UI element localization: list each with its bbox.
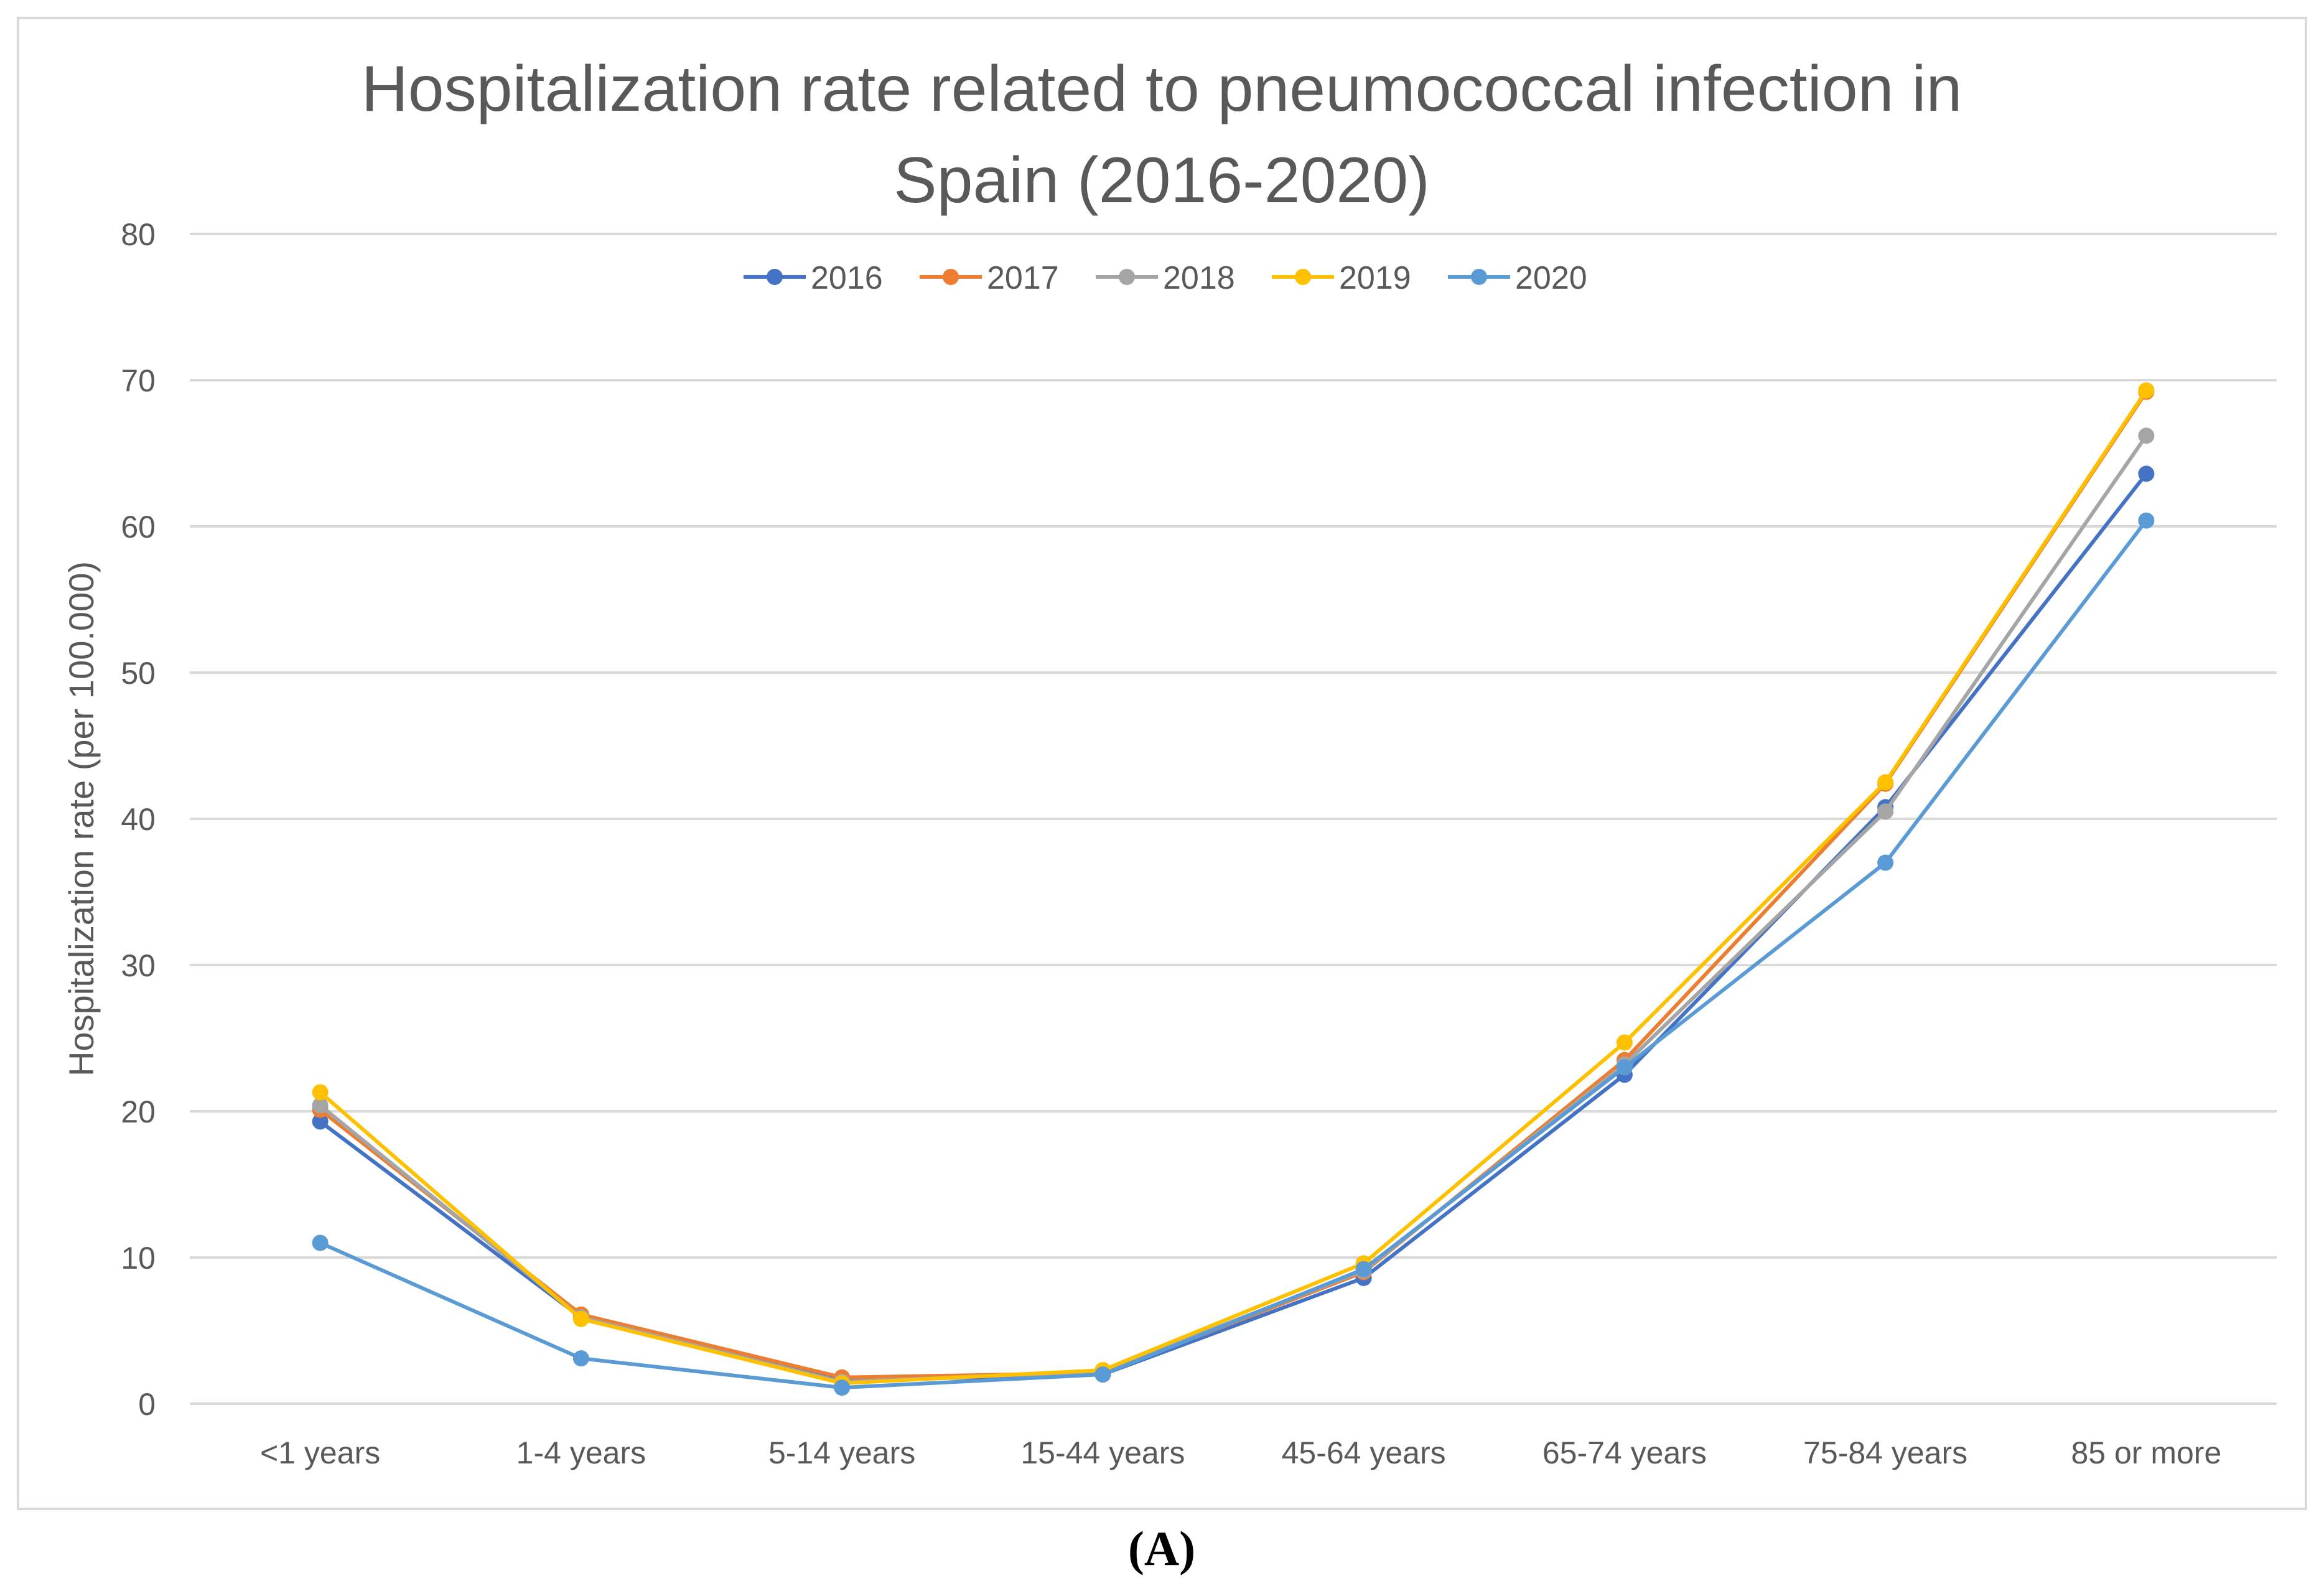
chart-title-line-2: Spain (2016-2020) <box>894 144 1430 217</box>
data-point <box>312 1097 329 1114</box>
y-tick-label: 20 <box>121 1094 156 1129</box>
x-tick-label: 75-84 years <box>1803 1435 1967 1470</box>
legend: 2016 2017 2018 2019 2020 <box>744 260 1587 296</box>
legend-item-2019: 2019 <box>1272 260 1411 296</box>
legend-marker-icon <box>1471 269 1487 285</box>
data-point <box>1355 1261 1372 1277</box>
data-point <box>2138 512 2155 529</box>
legend-marker-icon <box>943 269 959 285</box>
legend-item-2018: 2018 <box>1096 260 1235 296</box>
data-point <box>572 1350 589 1367</box>
legend-marker-icon <box>1295 269 1311 285</box>
series-2020 <box>312 512 2155 1396</box>
legend-marker-icon <box>767 269 783 285</box>
data-point <box>572 1310 589 1327</box>
legend-label: 2020 <box>1515 260 1587 296</box>
y-tick-label: 30 <box>121 948 156 983</box>
y-tick-label: 70 <box>121 363 156 398</box>
legend-label: 2018 <box>1163 260 1235 296</box>
x-axis-ticks: <1 years 1-4 years 5-14 years 15-44 years 45… <box>260 1435 2221 1470</box>
y-axis-ticks: 0 10 20 30 40 50 60 70 80 <box>121 217 156 1422</box>
data-point <box>2138 427 2155 444</box>
series-line <box>319 519 2148 1390</box>
y-tick-label: 40 <box>121 802 156 837</box>
legend-label: 2017 <box>987 260 1059 296</box>
legend-label: 2016 <box>811 260 883 296</box>
data-point <box>2138 465 2155 482</box>
data-point <box>1877 803 1894 820</box>
x-tick-label: 15-44 years <box>1020 1435 1185 1470</box>
x-tick-label: 1-4 years <box>516 1435 646 1470</box>
legend-item-2016: 2016 <box>744 260 883 296</box>
data-point <box>312 1084 329 1101</box>
x-tick-label: 85 or more <box>2071 1435 2221 1470</box>
chart-title-line-1: Hospitalization rate related to pneumoco… <box>362 53 1962 125</box>
y-tick-label: 80 <box>121 217 156 252</box>
x-tick-label: 45-64 years <box>1282 1435 1446 1470</box>
figure-caption: (A) <box>1128 1521 1195 1575</box>
data-point <box>312 1113 329 1130</box>
y-tick-label: 0 <box>138 1387 156 1422</box>
data-point <box>1616 1034 1633 1051</box>
data-point <box>312 1234 329 1251</box>
legend-item-2017: 2017 <box>920 260 1059 296</box>
legend-label: 2019 <box>1339 260 1411 296</box>
x-tick-label: 65-74 years <box>1542 1435 1707 1470</box>
chart-border <box>17 17 2307 1510</box>
legend-item-2020: 2020 <box>1448 260 1587 296</box>
y-tick-label: 60 <box>121 510 156 544</box>
y-tick-label: 10 <box>121 1241 156 1276</box>
x-tick-label: <1 years <box>260 1435 380 1470</box>
y-tick-label: 50 <box>121 656 156 691</box>
y-axis-label: Hospitalization rate (per 100.000) <box>62 561 101 1076</box>
data-point <box>1877 774 1894 791</box>
series-line <box>319 389 2148 1386</box>
gridlines <box>190 233 2277 1405</box>
data-point <box>834 1379 851 1396</box>
data-point <box>1616 1059 1633 1076</box>
data-point <box>2138 382 2155 399</box>
x-tick-label: 5-14 years <box>768 1435 915 1470</box>
series-group <box>312 382 2155 1396</box>
data-point <box>1094 1366 1111 1383</box>
legend-marker-icon <box>1119 269 1135 285</box>
data-point <box>1877 854 1894 871</box>
